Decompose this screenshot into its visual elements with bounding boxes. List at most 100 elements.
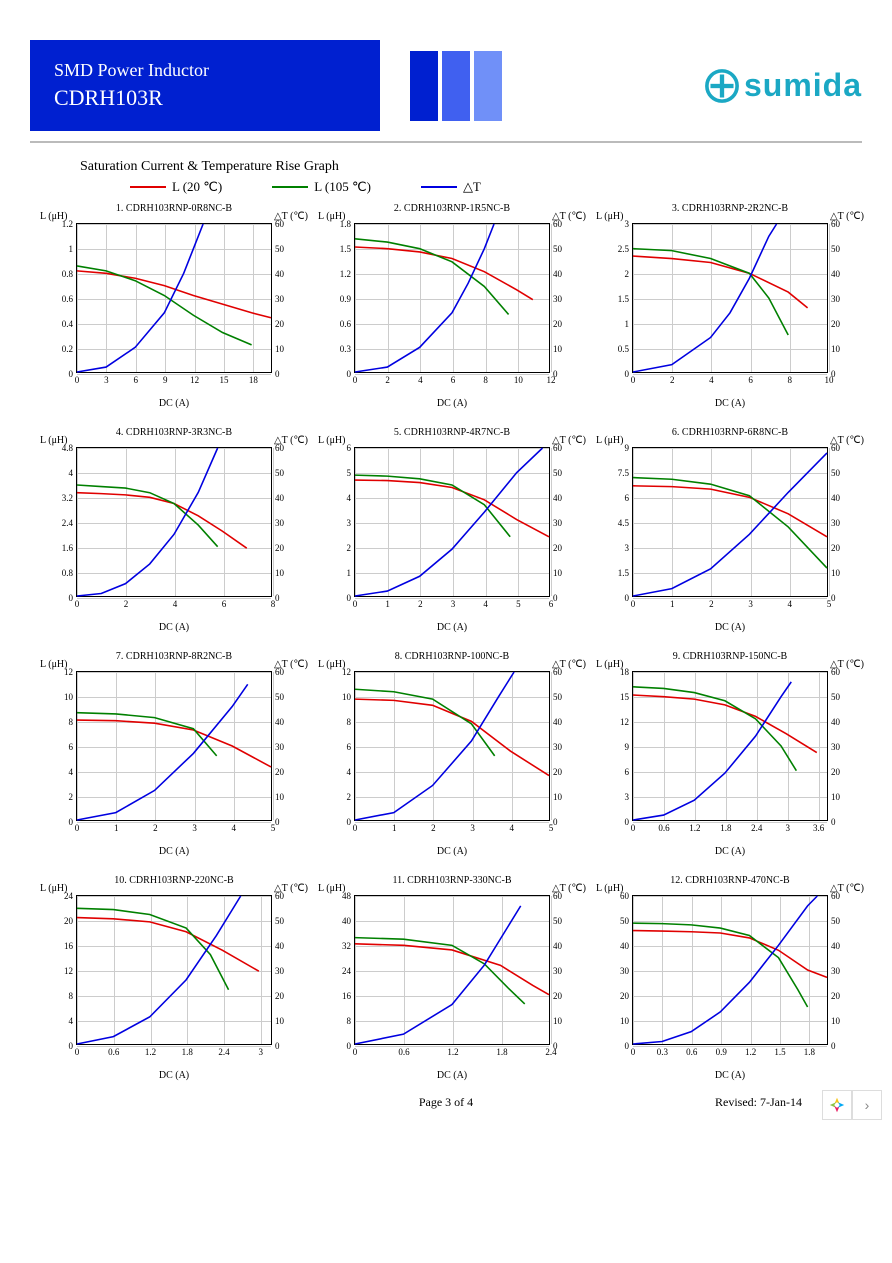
series-l105: [355, 239, 509, 315]
y-left-tick: 1.8: [327, 219, 355, 229]
y-left-tick: 2.4: [49, 518, 77, 528]
x-tick: 0: [353, 372, 358, 385]
y-right-tick: 60: [827, 219, 855, 229]
y-right-tick: 30: [827, 966, 855, 976]
y-right-tick: 10: [271, 344, 299, 354]
y-right-tick: 40: [271, 269, 299, 279]
header: SMD Power Inductor CDRH103R sumida: [30, 40, 862, 131]
revised-date: Revised: 7-Jan-14: [715, 1095, 802, 1110]
gridline: [77, 822, 271, 823]
x-tick: 10: [825, 372, 834, 385]
y-left-tick: 0.2: [49, 344, 77, 354]
series-l20: [355, 247, 533, 300]
y-left-tick: 0: [327, 369, 355, 379]
y-right-tick: 0: [271, 1041, 299, 1051]
plot-area: 081624324048010203040506000.61.21.82.4: [354, 895, 550, 1045]
y-right-tick: 20: [271, 767, 299, 777]
y-right-tick: 60: [827, 443, 855, 453]
y-right-tick: 30: [271, 518, 299, 528]
legend-item-l20: L (20 ℃): [130, 179, 222, 195]
y-right-tick: 40: [827, 269, 855, 279]
chart-title: 2. CDRH103RNP-1R5NC-B: [318, 203, 586, 214]
y-right-tick: 20: [271, 319, 299, 329]
series-l20: [355, 480, 549, 537]
series-dt: [633, 453, 827, 596]
plot-area: 0246810120102030405060012345: [76, 671, 272, 821]
x-tick: 4: [483, 596, 488, 609]
y-left-tick: 3: [605, 219, 633, 229]
x-tick: 3: [470, 820, 475, 833]
y-right-tick: 30: [549, 966, 577, 976]
x-tick: 1.2: [447, 1044, 458, 1057]
corner-widget[interactable]: ›: [822, 1090, 882, 1120]
chart-title: 10. CDRH103RNP-220NC-B: [40, 875, 308, 886]
page-number: Page 3 of 4: [419, 1095, 473, 1110]
y-right-tick: 50: [549, 468, 577, 478]
corner-icon[interactable]: [822, 1090, 852, 1120]
y-right-tick: 50: [549, 916, 577, 926]
bar-3: [474, 51, 502, 121]
y-right-tick: 60: [549, 891, 577, 901]
y-left-tick: 9: [605, 742, 633, 752]
series-dt: [355, 672, 514, 820]
x-tick: 0: [75, 820, 80, 833]
chart: 4. CDRH103RNP-3R3NC-BL (μH)△T (℃)00.81.6…: [40, 427, 308, 637]
x-tick: 2.4: [545, 1044, 556, 1057]
y-left-tick: 6: [605, 767, 633, 777]
x-label: DC (A): [318, 846, 586, 857]
legend-swatch-dt: [421, 186, 457, 188]
y-right-tick: 30: [271, 294, 299, 304]
x-tick: 3.6: [813, 820, 824, 833]
y-right-tick: 10: [549, 1016, 577, 1026]
y-left-tick: 20: [605, 991, 633, 1001]
x-tick: 0: [75, 1044, 80, 1057]
y-right-tick: 20: [271, 543, 299, 553]
plot-area: 0102030405060010203040506000.30.60.91.21…: [632, 895, 828, 1045]
y-right-tick: 40: [549, 269, 577, 279]
x-tick: 12: [547, 372, 556, 385]
chart-title: 8. CDRH103RNP-100NC-B: [318, 651, 586, 662]
chart-title: 6. CDRH103RNP-6R8NC-B: [596, 427, 864, 438]
chart-grid: 1. CDRH103RNP-0R8NC-BL (μH)△T (℃)00.20.4…: [30, 203, 862, 1085]
chart-title: 1. CDRH103RNP-0R8NC-B: [40, 203, 308, 214]
y-right-tick: 10: [271, 792, 299, 802]
y-left-tick: 2: [327, 543, 355, 553]
y-left-tick: 1.2: [327, 269, 355, 279]
y-right-tick: 20: [827, 767, 855, 777]
y-right-tick: 20: [827, 543, 855, 553]
y-left-tick: 0: [327, 817, 355, 827]
y-left-tick: 0: [327, 1041, 355, 1051]
x-tick: 0: [631, 596, 636, 609]
x-label: DC (A): [596, 622, 864, 633]
y-right-tick: 50: [827, 916, 855, 926]
y-left-tick: 0.6: [49, 294, 77, 304]
bar-2: [442, 51, 470, 121]
x-tick: 4: [709, 372, 714, 385]
chart: 7. CDRH103RNP-8R2NC-BL (μH)△T (℃)0246810…: [40, 651, 308, 861]
y-left-tick: 3: [605, 792, 633, 802]
y-right-tick: 40: [271, 493, 299, 503]
y-right-tick: 50: [271, 468, 299, 478]
x-tick: 10: [514, 372, 523, 385]
x-tick: 1.2: [745, 1044, 756, 1057]
x-tick: 15: [220, 372, 229, 385]
y-right-tick: 40: [271, 717, 299, 727]
y-right-tick: 30: [549, 742, 577, 752]
corner-next-icon[interactable]: ›: [852, 1090, 882, 1120]
logo-icon: [704, 68, 740, 104]
x-tick: 0: [75, 372, 80, 385]
gridline: [551, 672, 552, 820]
y-left-tick: 8: [49, 717, 77, 727]
y-right-tick: 60: [549, 443, 577, 453]
y-left-tick: 10: [605, 1016, 633, 1026]
x-label: DC (A): [318, 398, 586, 409]
x-tick: 4: [788, 596, 793, 609]
y-right-tick: 20: [827, 319, 855, 329]
y-right-tick: 30: [549, 294, 577, 304]
y-left-tick: 40: [605, 941, 633, 951]
y-left-tick: 0: [327, 593, 355, 603]
legend-label-dt: △T: [463, 179, 481, 195]
y-left-tick: 0: [49, 1041, 77, 1051]
series-l20: [77, 493, 247, 548]
x-tick: 6: [451, 372, 456, 385]
